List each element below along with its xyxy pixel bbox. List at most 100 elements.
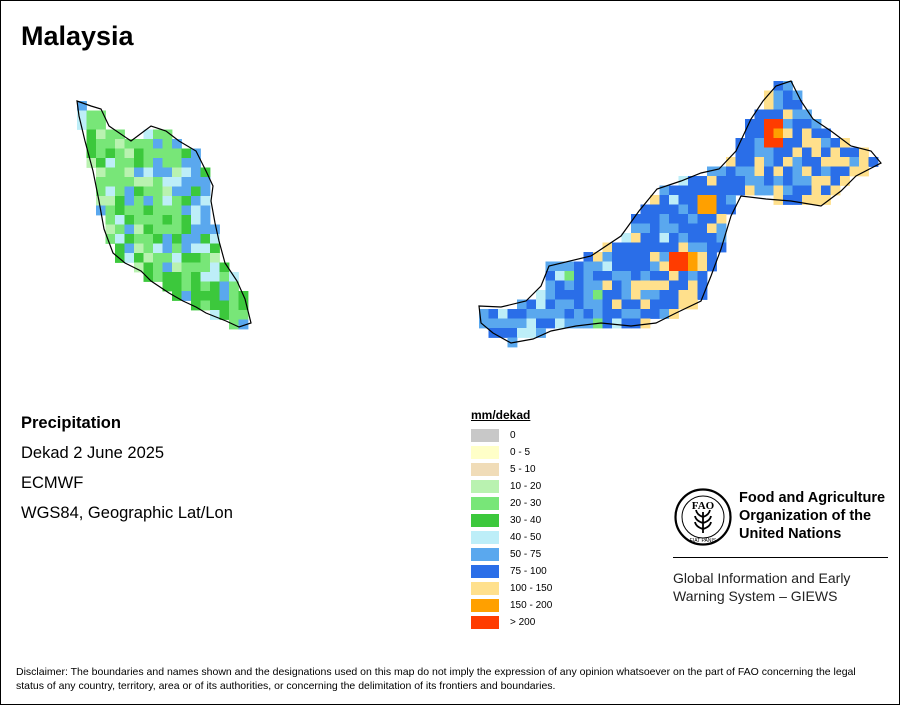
grid-cell — [574, 299, 584, 310]
grid-cell — [134, 186, 144, 197]
fao-name-line: United Nations — [739, 526, 842, 542]
grid-cell — [238, 300, 249, 311]
grid-cell — [811, 157, 822, 167]
grid-cell — [669, 233, 679, 243]
grid-cell — [783, 109, 793, 120]
grid-cell — [707, 176, 717, 186]
grid-cell — [526, 299, 537, 310]
grid-cell — [631, 318, 641, 329]
grid-cell — [621, 299, 632, 310]
grid-cell — [621, 233, 632, 243]
grid-cell — [115, 224, 125, 235]
grid-cell — [621, 280, 632, 291]
grid-cell — [659, 195, 670, 205]
grid-cell — [783, 195, 793, 205]
grid-cell — [640, 261, 651, 272]
grid-cell — [621, 261, 632, 272]
grid-cell — [162, 215, 173, 225]
grid-cell — [555, 299, 565, 310]
grid-cell — [716, 233, 727, 243]
grid-cell — [181, 167, 192, 178]
grid-cell — [764, 157, 774, 167]
grid-cell — [191, 272, 201, 282]
grid-cell — [143, 167, 154, 178]
grid-cell — [792, 166, 803, 177]
grid-cell — [105, 129, 116, 140]
grid-cell — [191, 234, 201, 244]
grid-cell — [612, 252, 622, 262]
grid-cell — [792, 90, 803, 101]
grid-cell — [830, 138, 841, 148]
grid-cell — [115, 139, 125, 149]
grid-cell — [115, 215, 125, 225]
grid-cell — [764, 90, 774, 101]
grid-cell — [172, 243, 182, 254]
grid-cell — [678, 176, 689, 186]
legend-item: 150 - 200 — [471, 597, 552, 614]
grid-cell — [153, 139, 163, 149]
grid-cell — [802, 195, 812, 205]
grid-cell — [707, 252, 717, 262]
grid-cell — [783, 138, 793, 148]
grid-cell — [536, 318, 546, 329]
fao-name: Food and Agriculture Organization of the… — [739, 489, 899, 543]
grid-cell — [849, 157, 860, 167]
grid-cell — [640, 242, 651, 253]
grid-cell — [77, 120, 87, 130]
grid-cell — [507, 318, 518, 329]
grid-cell — [143, 129, 154, 140]
legend-label: 75 - 100 — [510, 566, 547, 577]
grid-cell — [802, 185, 812, 196]
grid-cell — [191, 158, 201, 168]
grid-cell — [802, 109, 812, 120]
grid-cell — [124, 158, 135, 168]
grid-cell — [754, 147, 765, 158]
legend: mm/dekad 0 0 - 5 5 - 10 10 - 20 20 - 30 30 - … — [471, 408, 552, 631]
grid-cell — [792, 176, 803, 186]
grid-cell — [707, 261, 717, 272]
grid-cell — [697, 280, 708, 291]
grid-cell — [678, 261, 689, 272]
legend-item: 0 — [471, 427, 552, 444]
fao-logo: FAO FIAT PANIS — [674, 488, 732, 546]
grid-cell — [716, 166, 727, 177]
grid-cell — [181, 186, 192, 197]
grid-cell — [650, 299, 660, 310]
grid-cell — [688, 261, 698, 272]
legend-swatch — [471, 429, 499, 442]
grid-cell — [555, 318, 565, 329]
grid-cell — [688, 252, 698, 262]
grid-cell — [602, 252, 613, 262]
grid-cell — [650, 204, 660, 215]
grid-cell — [621, 252, 632, 262]
grid-cell — [688, 176, 698, 186]
grid-cell — [210, 262, 220, 273]
grid-cell — [115, 129, 125, 140]
grid-cell — [143, 272, 154, 282]
grid-cell — [669, 271, 679, 281]
grid-cell — [688, 223, 698, 234]
grid-cell — [229, 300, 239, 311]
grid-cell — [697, 252, 708, 262]
grid-cell — [153, 205, 163, 216]
grid-cell — [802, 147, 812, 158]
grid-cell — [659, 280, 670, 291]
legend-swatch — [471, 446, 499, 459]
grid-cell — [735, 157, 746, 167]
legend-swatch — [471, 497, 499, 510]
grid-cell — [162, 205, 173, 216]
grid-cell — [210, 253, 220, 263]
grid-cell — [143, 158, 154, 168]
grid-cell — [640, 252, 651, 262]
grid-cell — [143, 205, 154, 216]
grid-cell — [621, 271, 632, 281]
grid-cell — [181, 177, 192, 187]
grid-cell — [669, 290, 679, 300]
grid-cell — [688, 271, 698, 281]
grid-cell — [802, 176, 812, 186]
grid-cell — [621, 309, 632, 319]
grid-cell — [153, 129, 163, 140]
grid-cell — [498, 318, 508, 329]
grid-cell — [659, 290, 670, 300]
grid-cell — [792, 157, 803, 167]
